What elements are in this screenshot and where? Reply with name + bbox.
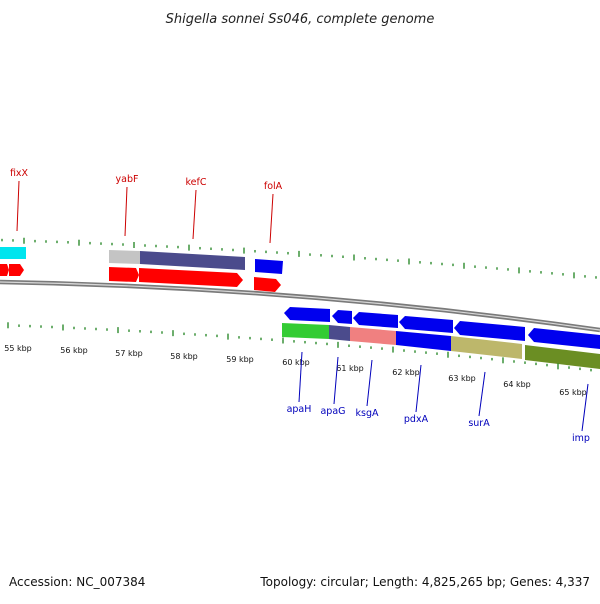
bottom-label-leader — [415, 364, 422, 413]
bottom-label-leader — [298, 351, 303, 403]
feature-blue-rev-2 — [332, 310, 352, 324]
top-gene-labels: fixX yabF kefC folA — [10, 168, 283, 244]
feature-gray-bar — [109, 250, 140, 264]
feature-red-arrow-2 — [9, 264, 24, 276]
kbp-label: 58 kbp — [170, 352, 198, 361]
feature-blue-rev-6 — [528, 328, 600, 349]
feature-blue-folA — [255, 259, 283, 274]
feature-red-arrow-1 — [0, 264, 9, 276]
inner-tick-row — [7, 322, 592, 372]
kbp-label: 56 kbp — [60, 346, 88, 355]
top-label-leader — [16, 180, 20, 232]
gene-label-fixX: fixX — [10, 168, 29, 179]
bottom-gene-labels: apaH apaG ksgA pdxA surA imp — [287, 351, 590, 444]
map-title: Shigella sonnei Ss046, complete genome — [166, 12, 435, 27]
lower-features — [282, 307, 600, 369]
feature-blue-rev-1 — [284, 307, 330, 322]
feature-olive-imp — [525, 345, 600, 369]
top-label-leader — [192, 189, 197, 240]
gene-label-apaH: apaH — [287, 404, 312, 415]
kbp-scale: 55 kbp 56 kbp 57 kbp 58 kbp 59 kbp 60 kbp 61 k… — [4, 344, 587, 397]
feature-blue-rev-4 — [399, 316, 453, 333]
feature-salmon-ksgA — [350, 327, 396, 345]
kbp-label: 65 kbp — [559, 388, 587, 397]
top-label-leader — [124, 186, 128, 237]
outer-tick-row — [1, 237, 597, 279]
kbp-label: 55 kbp — [4, 344, 32, 353]
kbp-label: 57 kbp — [115, 349, 143, 358]
gene-label-pdxA: pdxA — [404, 414, 429, 425]
feature-blue-pdxA — [396, 331, 451, 351]
backbone-outer — [0, 279, 600, 333]
feature-blue-rev-3 — [353, 312, 398, 328]
kbp-label: 63 kbp — [448, 374, 476, 383]
backbone-inner — [0, 281, 600, 331]
feature-purple-bar — [140, 251, 245, 270]
feature-red-arrow-4 — [254, 277, 281, 292]
feature-red-arrow-3 — [109, 267, 139, 282]
gene-label-kefC: kefC — [186, 177, 207, 188]
feature-purple-apaG — [329, 325, 350, 341]
kbp-label: 62 kbp — [392, 368, 420, 377]
feature-red-arrow-kefC — [139, 268, 243, 287]
gene-label-apaG: apaG — [320, 406, 345, 417]
bottom-label-leader — [581, 383, 589, 432]
bottom-label-leader — [366, 359, 373, 407]
gene-label-yabF: yabF — [116, 174, 139, 185]
gene-label-folA: folA — [264, 181, 283, 192]
bottom-label-leader — [478, 371, 486, 417]
feature-blue-rev-5 — [454, 321, 525, 341]
kbp-label: 64 kbp — [503, 380, 531, 389]
bottom-label-leader — [333, 356, 339, 405]
kbp-label: 60 kbp — [282, 358, 310, 367]
gene-label-ksgA: ksgA — [356, 408, 379, 419]
gene-label-imp: imp — [572, 433, 590, 444]
feature-green-apaH — [282, 323, 329, 339]
upper-features — [0, 247, 283, 292]
kbp-label: 61 kbp — [336, 364, 364, 373]
genome-stats-text: Topology: circular; Length: 4,825,265 bp… — [259, 575, 590, 589]
feature-cyan — [0, 247, 26, 259]
top-label-leader — [269, 193, 274, 244]
accession-text: Accession: NC_007384 — [9, 575, 145, 589]
feature-khaki-surA — [451, 336, 522, 359]
gene-label-surA: surA — [468, 418, 490, 429]
kbp-label: 59 kbp — [226, 355, 254, 364]
